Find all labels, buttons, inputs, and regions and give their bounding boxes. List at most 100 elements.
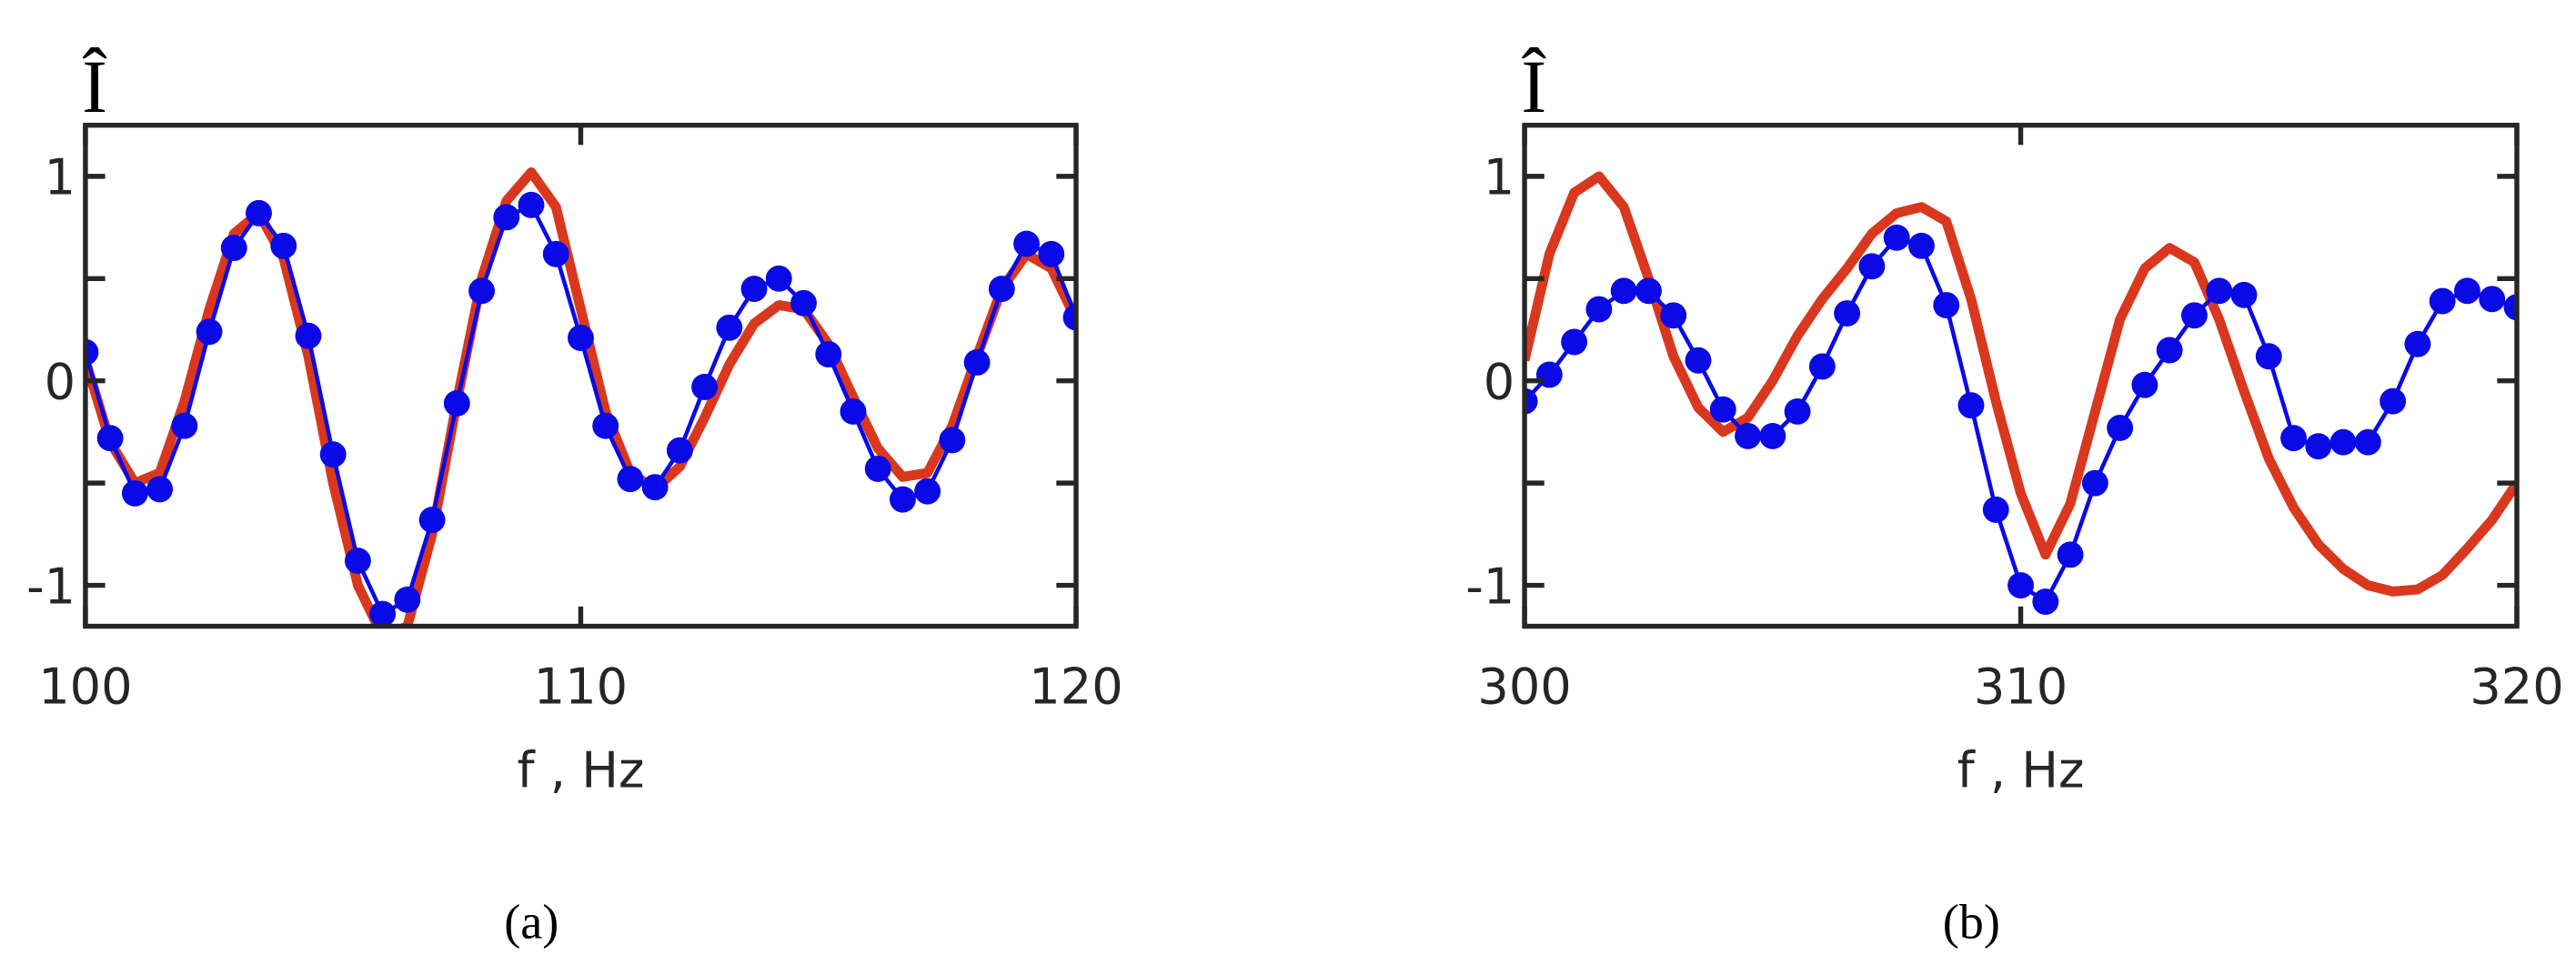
marker bbox=[1561, 328, 1588, 356]
marker bbox=[666, 437, 693, 464]
marker bbox=[1735, 422, 1761, 449]
x-tick-label: 100 bbox=[38, 658, 132, 715]
marker bbox=[1933, 292, 1960, 318]
marker bbox=[295, 322, 322, 349]
marker bbox=[1013, 230, 1041, 257]
marker bbox=[1685, 347, 1712, 374]
marker bbox=[1858, 253, 1886, 280]
marker bbox=[1957, 392, 1985, 419]
marker bbox=[2429, 287, 2456, 315]
marker bbox=[1759, 422, 1786, 449]
marker bbox=[246, 199, 272, 226]
marker bbox=[2032, 588, 2059, 616]
marker bbox=[2081, 469, 2108, 497]
marker bbox=[1524, 387, 1538, 415]
marker bbox=[468, 277, 496, 305]
marker bbox=[1635, 277, 1662, 305]
marker bbox=[1907, 232, 1935, 259]
y-axis-label: Î bbox=[82, 45, 107, 128]
marker bbox=[1585, 296, 1613, 323]
marker bbox=[493, 204, 520, 231]
marker bbox=[146, 476, 174, 503]
marker bbox=[2007, 572, 2034, 599]
marker bbox=[2206, 277, 2233, 305]
marker bbox=[2305, 433, 2332, 460]
x-tick-label: 110 bbox=[534, 658, 628, 715]
marker bbox=[641, 474, 669, 501]
series-line bbox=[1524, 236, 2517, 604]
marker bbox=[1610, 277, 1637, 305]
y-tick-label: 0 bbox=[1484, 354, 1514, 411]
marker bbox=[716, 314, 743, 341]
marker bbox=[2107, 414, 2134, 441]
marker bbox=[518, 191, 545, 218]
marker bbox=[1062, 304, 1077, 331]
marker bbox=[2404, 330, 2431, 357]
marker bbox=[220, 235, 247, 262]
marker bbox=[1834, 300, 1861, 327]
marker bbox=[840, 398, 867, 425]
x-axis-label: f , Hz bbox=[518, 742, 645, 799]
marker bbox=[2503, 294, 2517, 321]
marker bbox=[418, 507, 446, 534]
x-tick-label: 300 bbox=[1477, 658, 1571, 715]
marker bbox=[2479, 286, 2506, 313]
marker bbox=[344, 548, 371, 575]
marker bbox=[592, 412, 619, 439]
marker bbox=[96, 425, 124, 452]
marker bbox=[1660, 302, 1687, 329]
marker bbox=[1038, 240, 1065, 267]
marker bbox=[394, 586, 421, 613]
caption: (a) bbox=[504, 895, 558, 950]
plot-area bbox=[1524, 171, 2517, 616]
marker bbox=[740, 276, 768, 302]
marker bbox=[542, 240, 569, 267]
marker bbox=[2180, 302, 2208, 329]
marker bbox=[1784, 398, 1811, 425]
marker bbox=[617, 466, 644, 493]
marker bbox=[171, 412, 198, 439]
marker bbox=[2329, 428, 2357, 456]
marker bbox=[270, 232, 297, 259]
marker bbox=[2453, 277, 2480, 305]
series-line bbox=[85, 203, 1077, 617]
x-tick-label: 120 bbox=[1029, 658, 1122, 715]
y-tick-label: 0 bbox=[45, 354, 75, 411]
y-tick-label: -1 bbox=[26, 558, 75, 615]
marker bbox=[1883, 224, 1910, 251]
marker bbox=[1808, 353, 1836, 380]
marker bbox=[988, 276, 1015, 302]
marker bbox=[939, 427, 966, 454]
caption: (b) bbox=[1943, 895, 2000, 950]
marker bbox=[691, 374, 719, 400]
y-tick-label: -1 bbox=[1465, 558, 1514, 615]
y-tick-label: 1 bbox=[45, 149, 75, 206]
marker bbox=[2380, 387, 2407, 415]
marker bbox=[196, 318, 223, 346]
marker bbox=[85, 338, 99, 366]
marker bbox=[369, 600, 397, 627]
marker bbox=[2280, 425, 2307, 452]
marker bbox=[1982, 496, 2009, 523]
marker bbox=[1535, 361, 1563, 388]
plot-area bbox=[85, 166, 1077, 627]
series-line bbox=[1524, 171, 2517, 597]
marker bbox=[914, 477, 941, 505]
marker bbox=[815, 341, 842, 367]
marker bbox=[2354, 428, 2381, 456]
marker bbox=[2131, 371, 2158, 398]
x-axis-label: f , Hz bbox=[1957, 742, 2085, 799]
marker bbox=[790, 289, 817, 317]
x-tick-label: 320 bbox=[2470, 658, 2563, 715]
marker bbox=[889, 486, 916, 513]
marker bbox=[443, 390, 470, 417]
marker bbox=[765, 265, 792, 292]
axes-box bbox=[83, 122, 1079, 629]
marker bbox=[1709, 396, 1736, 423]
axes-box bbox=[1522, 122, 2520, 629]
x-tick-label: 310 bbox=[1974, 658, 2068, 715]
marker bbox=[121, 479, 148, 507]
marker bbox=[963, 349, 991, 376]
